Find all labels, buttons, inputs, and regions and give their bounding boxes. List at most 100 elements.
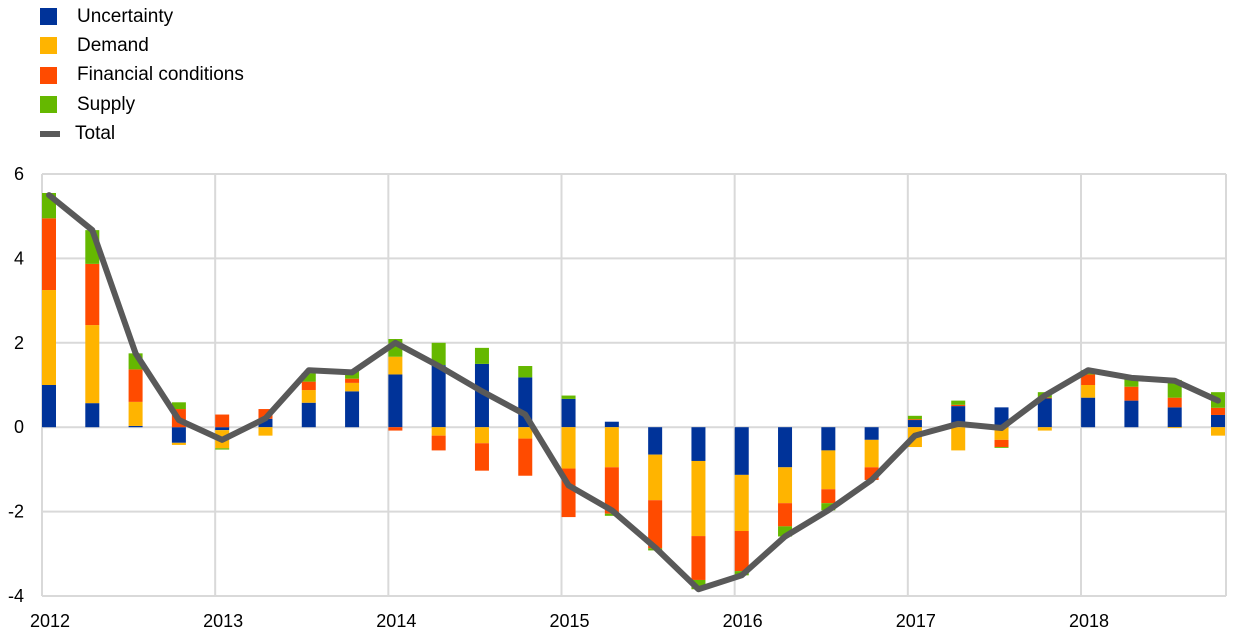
bar-supply bbox=[604, 513, 619, 516]
bar-uncertainty bbox=[171, 427, 186, 443]
bar-supply bbox=[907, 415, 922, 420]
y-tick-label: 4 bbox=[14, 248, 24, 268]
legend-swatch bbox=[40, 37, 57, 55]
bar-demand bbox=[778, 467, 793, 504]
bar-supply bbox=[951, 400, 966, 405]
bar-supply bbox=[561, 395, 576, 399]
legend-line-swatch bbox=[40, 130, 60, 137]
bar-financial-conditions bbox=[215, 414, 230, 428]
legend: Uncertainty Demand Financial conditions … bbox=[40, 2, 244, 148]
bar-demand bbox=[85, 325, 100, 404]
bar-demand bbox=[301, 390, 316, 403]
bar-supply bbox=[778, 526, 793, 537]
y-tick-label: -2 bbox=[8, 502, 24, 522]
bar-financial-conditions bbox=[1167, 397, 1182, 408]
legend-swatch bbox=[40, 96, 57, 114]
bar-uncertainty bbox=[128, 425, 143, 428]
bar-uncertainty bbox=[388, 374, 403, 428]
bar-demand bbox=[171, 442, 186, 445]
bar-financial-conditions bbox=[951, 404, 966, 407]
bar-demand bbox=[42, 290, 56, 385]
x-tick-label: 2014 bbox=[376, 611, 416, 631]
bar-financial-conditions bbox=[1081, 374, 1096, 385]
bar-financial-conditions bbox=[388, 427, 403, 431]
bar-demand bbox=[951, 427, 966, 451]
bar-uncertainty bbox=[821, 427, 836, 451]
bar-uncertainty bbox=[864, 427, 879, 440]
bar-financial-conditions bbox=[474, 443, 489, 471]
bar-uncertainty bbox=[1211, 414, 1225, 428]
y-tick-label: 0 bbox=[14, 417, 24, 437]
bar-financial-conditions bbox=[431, 435, 446, 451]
bar-financial-conditions bbox=[691, 536, 706, 580]
bar-demand bbox=[431, 427, 446, 436]
bar-demand bbox=[1081, 385, 1096, 398]
legend-swatch bbox=[40, 8, 57, 26]
x-tick-label: 2013 bbox=[203, 611, 243, 631]
x-tick-label: 2012 bbox=[30, 611, 70, 631]
bar-demand bbox=[648, 454, 663, 501]
bar-supply bbox=[171, 402, 186, 410]
bar-financial-conditions bbox=[345, 378, 360, 383]
bar-supply bbox=[994, 447, 1009, 448]
bar-supply bbox=[431, 342, 446, 366]
bar-demand bbox=[821, 450, 836, 490]
legend-swatch bbox=[40, 66, 57, 84]
x-tick-label: 2016 bbox=[723, 611, 763, 631]
bar-uncertainty bbox=[85, 403, 100, 428]
bar-financial-conditions bbox=[734, 531, 749, 572]
bar-uncertainty bbox=[215, 427, 230, 431]
bar-uncertainty bbox=[691, 427, 706, 461]
y-tick-label: -4 bbox=[8, 586, 24, 606]
legend-label: Financial conditions bbox=[77, 64, 244, 86]
bar-uncertainty bbox=[1037, 398, 1052, 428]
bar-demand bbox=[474, 427, 489, 444]
bar-financial-conditions bbox=[1124, 386, 1139, 401]
y-tick-label: 6 bbox=[14, 164, 24, 184]
legend-item-uncertainty: Uncertainty bbox=[40, 2, 244, 31]
bar-supply bbox=[691, 579, 706, 590]
legend-label: Uncertainty bbox=[77, 5, 174, 27]
bar-uncertainty bbox=[734, 427, 749, 475]
total-line bbox=[46, 192, 1221, 593]
legend-label: Total bbox=[75, 122, 116, 144]
bar-demand bbox=[691, 460, 706, 537]
bar-demand bbox=[388, 356, 403, 375]
bar-uncertainty bbox=[258, 418, 273, 428]
bar-financial-conditions bbox=[994, 439, 1009, 448]
bar-supply bbox=[474, 347, 489, 364]
bar-financial-conditions bbox=[648, 500, 663, 549]
bar-supply bbox=[1124, 379, 1139, 387]
bar-financial-conditions bbox=[518, 438, 533, 476]
bar-demand bbox=[734, 474, 749, 532]
legend-label: Demand bbox=[77, 34, 149, 56]
bar-supply bbox=[215, 448, 230, 450]
bar-uncertainty bbox=[561, 398, 576, 428]
bar-uncertainty bbox=[778, 427, 793, 468]
bar-uncertainty bbox=[345, 391, 360, 428]
bar-uncertainty bbox=[431, 365, 446, 428]
bar-uncertainty bbox=[604, 421, 619, 428]
bar-financial-conditions bbox=[907, 419, 922, 421]
bar-supply bbox=[301, 373, 316, 382]
bar-uncertainty bbox=[474, 363, 489, 428]
bar-financial-conditions bbox=[301, 381, 316, 391]
bar-demand bbox=[561, 427, 576, 469]
bar-demand bbox=[128, 401, 143, 426]
bar-demand bbox=[1211, 427, 1225, 436]
bar-financial-conditions bbox=[1211, 407, 1225, 415]
legend-label: Supply bbox=[77, 93, 136, 115]
bar-financial-conditions bbox=[128, 369, 143, 402]
bar-uncertainty bbox=[1167, 407, 1182, 428]
bar-demand bbox=[1167, 427, 1182, 429]
bar-uncertainty bbox=[42, 385, 56, 428]
bar-financial-conditions bbox=[821, 489, 836, 504]
bar-demand bbox=[258, 427, 273, 436]
x-tick-label: 2017 bbox=[896, 611, 936, 631]
bar-uncertainty bbox=[1124, 400, 1139, 428]
y-tick-label: 2 bbox=[14, 333, 24, 353]
legend-item-financial-conditions: Financial conditions bbox=[40, 61, 244, 90]
legend-item-supply: Supply bbox=[40, 90, 244, 119]
x-tick-label: 2018 bbox=[1069, 611, 1109, 631]
